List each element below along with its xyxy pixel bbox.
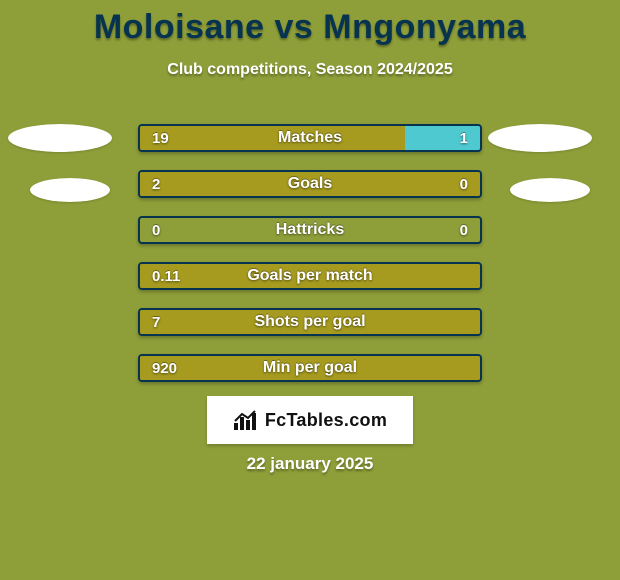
stat-value-left: 0 — [152, 218, 160, 242]
brand-badge: FcTables.com — [207, 396, 413, 444]
stat-row: Goals20 — [138, 170, 482, 198]
page-title: Moloisane vs Mngonyama — [0, 0, 620, 47]
stat-row: Matches191 — [138, 124, 482, 152]
stat-fill-left — [140, 356, 480, 380]
stat-row: Hattricks0 0 — [138, 216, 482, 244]
stat-fill-left — [140, 310, 480, 334]
stat-row: Goals per match0.11 — [138, 262, 482, 290]
stat-fill-left — [140, 126, 405, 150]
stat-value-right: 0 — [460, 218, 468, 242]
comparison-rows: Matches191 Goals20 Hattricks0 0 Goals per ma… — [0, 124, 620, 382]
stat-row: Min per goal920 — [138, 354, 482, 382]
subtitle: Club competitions, Season 2024/2025 — [0, 61, 620, 79]
brand-text: FcTables.com — [265, 410, 387, 431]
brand-logo-icon — [233, 409, 259, 431]
stat-fill-right — [405, 126, 480, 150]
stat-label: Hattricks — [140, 218, 480, 242]
date-label: 22 january 2025 — [0, 454, 620, 474]
stat-fill-left — [140, 264, 480, 288]
stat-fill-left — [140, 172, 480, 196]
stat-row: Shots per goal7 — [138, 308, 482, 336]
